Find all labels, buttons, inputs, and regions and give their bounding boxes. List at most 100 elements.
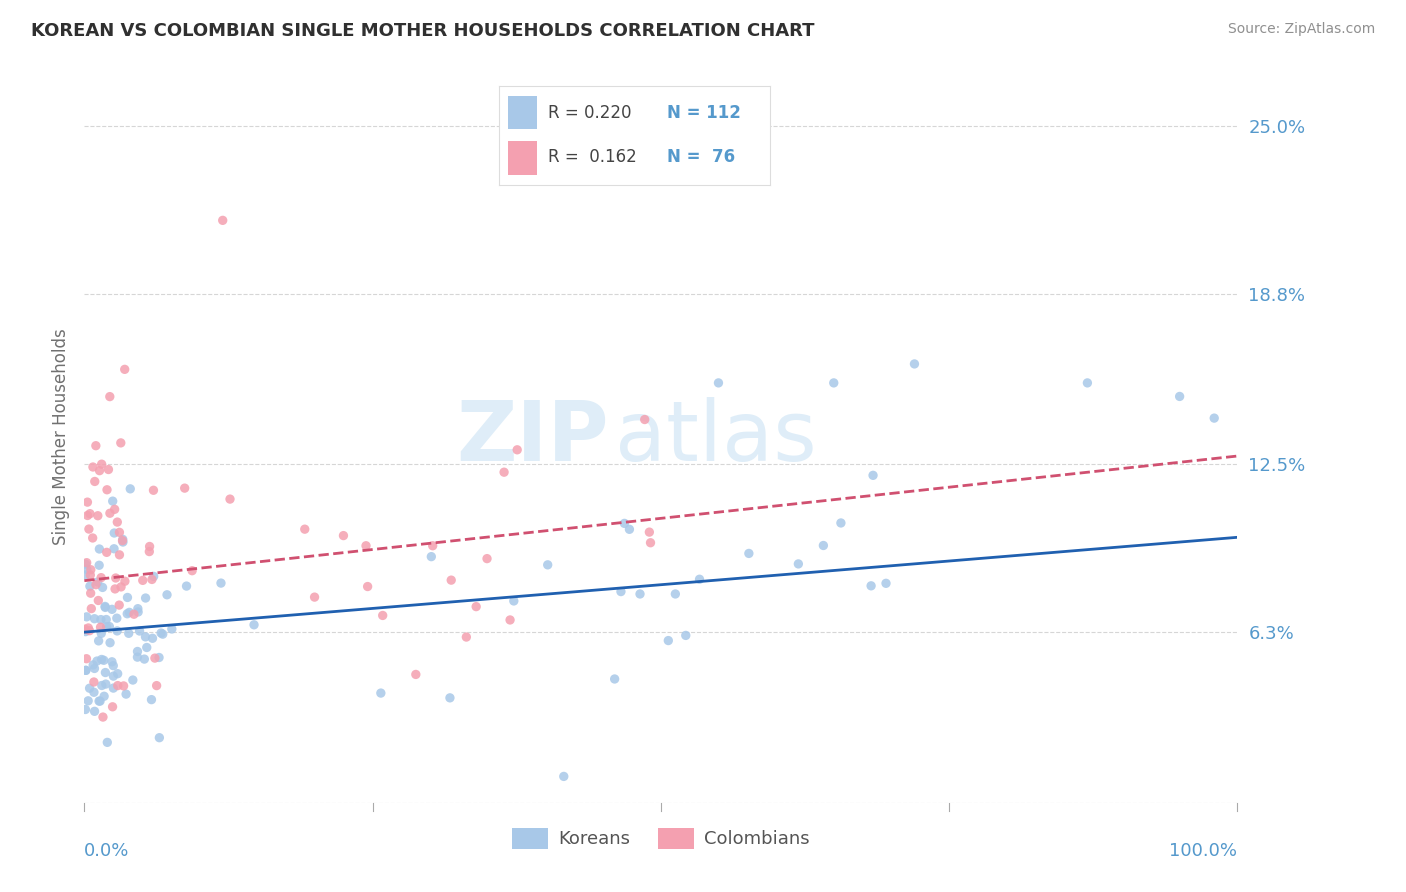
- Point: [640, 535, 662, 549]
- Point: [160, 622, 183, 636]
- Point: [707, 376, 730, 390]
- Point: [103, 541, 125, 556]
- Point: [90, 457, 112, 471]
- Point: [96, 545, 118, 559]
- Point: [420, 549, 443, 564]
- Point: [148, 731, 170, 745]
- Point: [634, 412, 657, 426]
- Point: [862, 468, 884, 483]
- Point: [98, 619, 121, 633]
- Point: [108, 598, 131, 612]
- Point: [657, 633, 679, 648]
- Point: [86, 654, 108, 668]
- Point: [96, 613, 118, 627]
- Point: [499, 613, 522, 627]
- Point: [1076, 376, 1098, 390]
- Point: [114, 574, 136, 589]
- Point: [91, 710, 114, 724]
- Point: [103, 681, 125, 695]
- Point: [506, 442, 529, 457]
- Point: [82, 460, 104, 475]
- Point: [75, 557, 97, 571]
- Point: [152, 627, 174, 641]
- Point: [77, 621, 100, 635]
- Point: [98, 636, 121, 650]
- Point: [105, 624, 128, 638]
- Point: [823, 376, 845, 390]
- Point: [494, 465, 516, 479]
- Point: [304, 590, 326, 604]
- Point: [94, 677, 117, 691]
- Point: [76, 556, 98, 570]
- Point: [82, 531, 104, 545]
- Point: [101, 494, 124, 508]
- Point: [110, 436, 132, 450]
- Point: [138, 544, 160, 558]
- Point: [294, 522, 316, 536]
- Point: [118, 605, 141, 619]
- Text: 0.0%: 0.0%: [84, 842, 129, 860]
- Point: [142, 483, 165, 498]
- Point: [89, 558, 111, 573]
- Point: [105, 515, 128, 529]
- Point: [105, 611, 128, 625]
- Point: [127, 644, 149, 658]
- Point: [101, 655, 124, 669]
- Point: [90, 571, 112, 585]
- Point: [89, 620, 111, 634]
- Point: [83, 685, 105, 699]
- Text: ZIP: ZIP: [457, 397, 609, 477]
- Point: [76, 495, 98, 509]
- Point: [89, 464, 111, 478]
- Point: [370, 686, 392, 700]
- Point: [83, 675, 105, 690]
- Point: [150, 626, 173, 640]
- Point: [875, 576, 897, 591]
- Point: [675, 628, 697, 642]
- Point: [83, 704, 105, 718]
- Point: [243, 617, 266, 632]
- Point: [103, 658, 125, 673]
- Point: [73, 622, 96, 636]
- Point: [84, 577, 107, 591]
- Point: [75, 702, 97, 716]
- Point: [813, 539, 835, 553]
- Point: [75, 651, 97, 665]
- Point: [76, 562, 98, 576]
- Point: [79, 681, 101, 696]
- Point: [87, 633, 110, 648]
- Point: [613, 516, 636, 531]
- Point: [90, 626, 112, 640]
- Point: [104, 502, 127, 516]
- Point: [108, 548, 131, 562]
- Point: [79, 624, 101, 638]
- Point: [465, 599, 488, 614]
- Point: [173, 481, 195, 495]
- Point: [787, 557, 810, 571]
- Point: [502, 594, 524, 608]
- Point: [1204, 411, 1226, 425]
- Point: [83, 612, 105, 626]
- Point: [79, 507, 101, 521]
- Point: [332, 528, 354, 542]
- Point: [115, 607, 138, 621]
- Point: [112, 679, 135, 693]
- Point: [115, 687, 138, 701]
- Point: [96, 735, 118, 749]
- Point: [122, 607, 145, 622]
- Point: [422, 539, 444, 553]
- Point: [89, 541, 111, 556]
- Legend: Koreans, Colombians: Koreans, Colombians: [505, 821, 817, 856]
- Point: [141, 692, 163, 706]
- Point: [553, 769, 575, 783]
- Point: [79, 579, 101, 593]
- Point: [830, 516, 852, 530]
- Point: [107, 666, 129, 681]
- Point: [76, 610, 98, 624]
- Point: [84, 439, 107, 453]
- Text: 100.0%: 100.0%: [1170, 842, 1237, 860]
- Point: [90, 678, 112, 692]
- Point: [145, 679, 167, 693]
- Point: [90, 652, 112, 666]
- Text: atlas: atlas: [614, 397, 817, 477]
